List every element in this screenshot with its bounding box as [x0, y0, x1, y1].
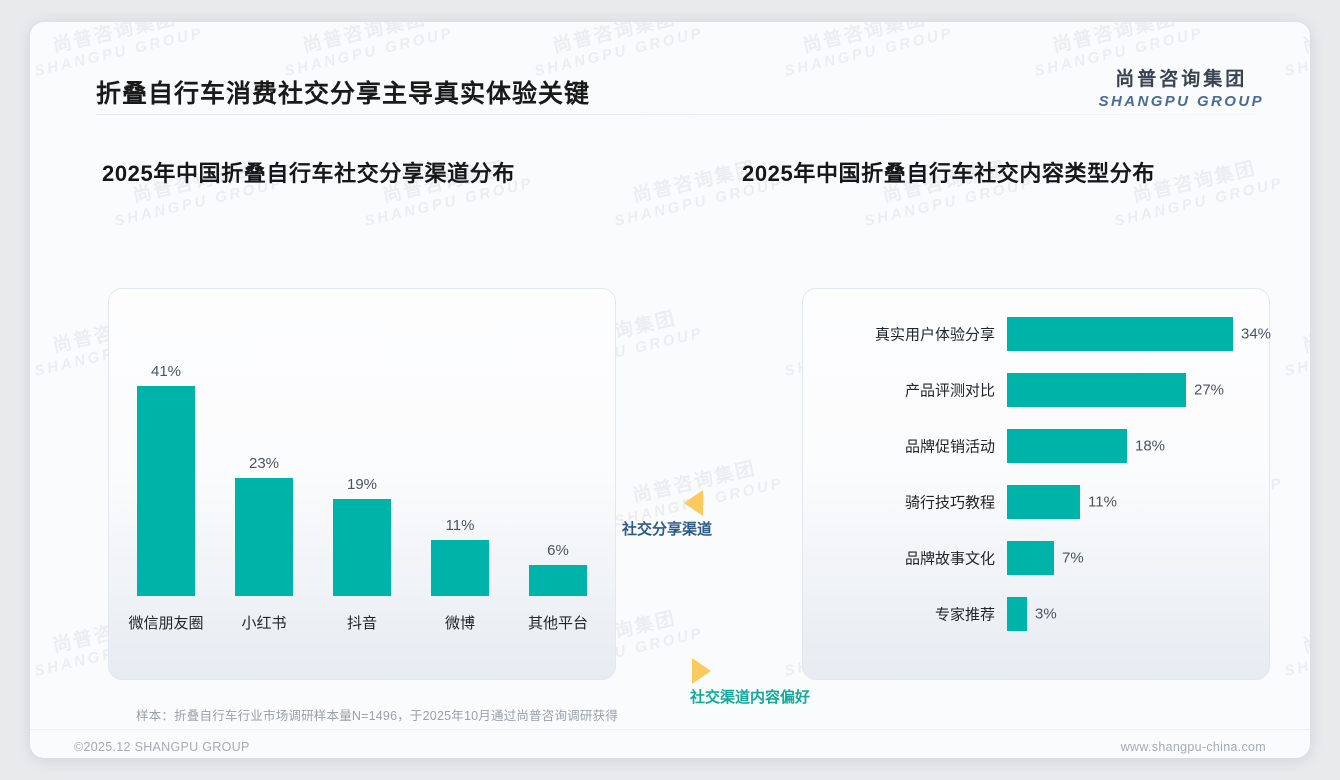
bar-category-label: 产品评测对比	[904, 382, 995, 400]
chart-panel-channels: 41% 微信朋友圈 23% 小红书 19% 抖音 11% 微博 6% 其他平台	[108, 288, 616, 680]
bar-column: 11% 微博	[411, 289, 509, 679]
bar-category-label: 骑行技巧教程	[904, 494, 995, 512]
bar-value-label: 27%	[1194, 381, 1225, 399]
bar-row: 品牌促销活动 18%	[905, 429, 1243, 463]
footer-divider	[30, 729, 1310, 730]
bar	[1007, 485, 1080, 519]
bar-category-label: 品牌促销活动	[904, 438, 995, 456]
annotation-label-2: 社交渠道内容偏好	[690, 689, 811, 706]
chart-panel-content-types: 真实用户体验分享 34% 产品评测对比 27% 品牌促销活动 18% 骑行技巧教程 11% 品牌…	[802, 288, 1271, 680]
bar-category-label: 专家推荐	[934, 606, 995, 624]
bar-column: 41% 微信朋友圈	[117, 289, 215, 679]
bar	[1007, 541, 1054, 575]
bar-value-label: 19%	[346, 476, 378, 493]
bar-row: 品牌故事文化 7%	[905, 541, 1243, 575]
footer-website: www.shangpu-china.com	[1120, 740, 1266, 754]
bar	[1007, 373, 1186, 407]
bar-category-label: 其他平台	[527, 615, 589, 632]
bar	[1007, 317, 1233, 351]
bar-column: 23% 小红书	[215, 289, 313, 679]
bar-value-label: 3%	[1035, 605, 1057, 623]
page-title: 折叠自行车消费社交分享主导真实体验关键	[96, 80, 591, 108]
bar-category-label: 小红书	[241, 615, 287, 632]
bar-category-label: 微博	[444, 615, 476, 632]
bar-row: 真实用户体验分享 34%	[875, 317, 1271, 351]
bar-category-label: 品牌故事文化	[904, 550, 995, 568]
annotation-social-share-channel: 社交分享渠道	[622, 490, 712, 539]
chart-title-left: 2025年中国折叠自行车社交分享渠道分布	[102, 161, 515, 186]
bar-value-label: 11%	[445, 517, 475, 534]
bar-row: 产品评测对比 27%	[905, 373, 1243, 407]
bar-column: 19% 抖音	[313, 289, 411, 679]
slide-canvas: 尚普咨询集团 SHANGPU GROUP 尚普咨询集团 SHANGPU GROUP 尚普…	[30, 22, 1310, 758]
bar	[333, 499, 391, 596]
bar-category-label: 真实用户体验分享	[874, 326, 995, 344]
bar-value-label: 7%	[1062, 549, 1084, 567]
slide-header: 折叠自行车消费社交分享主导真实体验关键 尚普咨询集团 SHANGPU GROUP	[30, 22, 1310, 115]
bar-value-label: 6%	[547, 542, 569, 559]
bar-row: 骑行技巧教程 11%	[905, 485, 1243, 519]
bar-value-label: 23%	[248, 455, 280, 472]
logo-text-cn: 尚普咨询集团	[1115, 69, 1248, 90]
footer-copyright: ©2025.12 SHANGPU GROUP	[74, 740, 250, 754]
bar-category-label: 微信朋友圈	[128, 615, 204, 632]
annotation-label-1: 社交分享渠道	[622, 521, 713, 538]
triangle-right-icon	[692, 658, 711, 684]
bar-value-label: 18%	[1135, 437, 1166, 455]
vertical-bar-chart: 41% 微信朋友圈 23% 小红书 19% 抖音 11% 微博 6% 其他平台	[109, 289, 615, 679]
annotation-channel-content-preference: 社交渠道内容偏好	[690, 658, 810, 707]
bar-value-label: 11%	[1088, 493, 1117, 511]
logo-text-en: SHANGPU GROUP	[1098, 93, 1264, 110]
brand-logo: 尚普咨询集团 SHANGPU GROUP	[1099, 64, 1264, 110]
bar-category-label: 抖音	[346, 615, 378, 632]
bar	[431, 540, 489, 596]
bar-row: 专家推荐 3%	[935, 597, 1243, 631]
bar-value-label: 34%	[1241, 325, 1272, 343]
triangle-left-icon	[684, 490, 703, 516]
sample-footnote: 样本：折叠自行车行业市场调研样本量N=1496，于2025年10月通过尚普咨询调…	[136, 709, 618, 723]
bar-column: 6% 其他平台	[509, 289, 607, 679]
bar	[137, 386, 195, 596]
bar	[1007, 597, 1027, 631]
bar	[235, 478, 293, 596]
bar	[1007, 429, 1127, 463]
chart-title-right: 2025年中国折叠自行车社交内容类型分布	[742, 161, 1155, 186]
header-divider	[96, 114, 1256, 115]
bar-value-label: 41%	[150, 363, 182, 380]
bar	[529, 565, 587, 596]
